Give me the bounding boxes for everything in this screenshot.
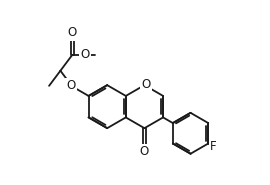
Text: O: O [66, 79, 76, 92]
Text: F: F [210, 140, 217, 153]
Text: O: O [142, 78, 151, 91]
Text: O: O [68, 26, 77, 39]
Text: O: O [140, 145, 149, 158]
Text: O: O [80, 48, 90, 61]
